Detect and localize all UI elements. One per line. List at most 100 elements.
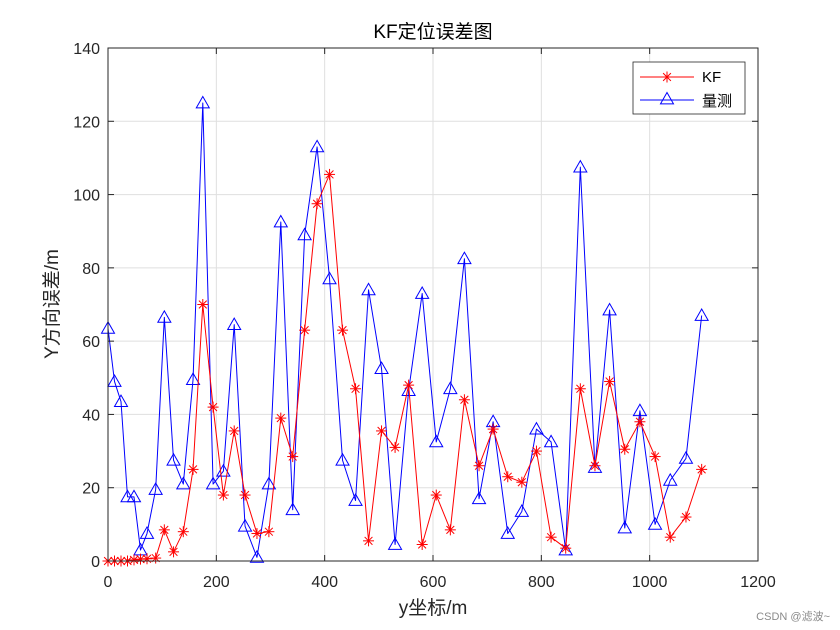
kf-point [263, 526, 275, 538]
measure-point [273, 214, 289, 228]
measure-point [309, 139, 325, 153]
measure-point [694, 307, 710, 321]
chart-title: KF定位误差图 [373, 21, 492, 43]
kf-point [487, 423, 499, 435]
kf-point [680, 511, 692, 523]
measure-point [361, 282, 376, 296]
measure-point [617, 520, 633, 534]
kf-point [403, 379, 415, 391]
measure-point [587, 460, 603, 473]
legend-measure-marker [659, 91, 675, 105]
measure-point [529, 421, 544, 435]
measure-point [195, 95, 211, 109]
kf-point [239, 489, 251, 501]
kf-point [350, 383, 362, 395]
measure-point [442, 381, 458, 395]
measure-point [335, 452, 350, 466]
measure-point [457, 251, 472, 265]
y-axis-label: Y方向误差/m [41, 249, 63, 359]
measure-point [261, 476, 277, 490]
kf-point [363, 535, 375, 547]
measure-point [500, 526, 516, 539]
kf-point [444, 524, 456, 536]
measure-point [166, 452, 181, 466]
x-tick-label: 800 [528, 574, 555, 591]
kf-point [275, 412, 287, 424]
kf-point [217, 489, 229, 501]
legend-box [632, 61, 746, 115]
measure-point [678, 450, 694, 464]
kf-point [324, 168, 336, 180]
kf-point [619, 443, 631, 455]
measure-point [139, 526, 155, 539]
kf-point [150, 552, 162, 564]
measure-point [387, 537, 403, 550]
kf-point [287, 451, 299, 463]
kf-point [516, 476, 528, 488]
measure-point [113, 394, 129, 407]
x-tick-label: 1200 [740, 574, 776, 591]
x-tick-label: 400 [311, 574, 338, 591]
measure-point [428, 434, 444, 448]
kf-point [649, 451, 661, 463]
kf-point [389, 441, 401, 453]
legend-kf-marker [661, 71, 673, 83]
kf-point [337, 324, 349, 336]
kf-point [228, 425, 240, 437]
kf-point [604, 375, 616, 387]
measure-point [647, 516, 663, 530]
kf-point [574, 383, 586, 395]
y-tick-label: 40 [82, 407, 100, 424]
kf-point [311, 198, 323, 210]
kf-point [168, 546, 180, 558]
measure-point [126, 489, 142, 503]
measure-point [348, 493, 363, 506]
watermark: CSDN @滤波~ [756, 611, 830, 623]
kf-point [158, 524, 170, 536]
measure-point [285, 502, 301, 516]
measure-point [175, 476, 191, 490]
x-tick-label: 1000 [632, 574, 668, 591]
measure-point [237, 518, 253, 532]
legend: KF 量测 [632, 61, 746, 115]
kf-point [207, 401, 219, 413]
measure-point [632, 403, 648, 417]
measure-point [471, 491, 487, 505]
series-measure-line [107, 102, 703, 558]
measure-point [226, 317, 242, 331]
measure-point [414, 285, 430, 299]
x-axis-label: y坐标/m [399, 597, 468, 619]
series-layer [100, 95, 710, 567]
legend-kf-asterisk [661, 71, 673, 83]
kf-point [530, 445, 542, 457]
kf-point [458, 394, 470, 406]
series-kf-line [108, 173, 703, 562]
y-tick-label: 120 [73, 114, 100, 131]
y-tick-label: 100 [73, 188, 100, 205]
kf-point [502, 471, 514, 483]
kf-point [430, 489, 442, 501]
measure-point [572, 159, 588, 173]
kf-point [141, 553, 153, 565]
measure-point [297, 227, 312, 241]
y-tick-label: 140 [73, 41, 100, 58]
tick-layer: 0 200 400 600 800 1000 1200 0 20 40 60 80 100 120 140 [73, 41, 776, 591]
measure-point [558, 542, 574, 556]
measure-point [602, 302, 617, 316]
measure-point [514, 504, 530, 517]
kf-point [197, 299, 209, 310]
measure-point [322, 271, 337, 285]
legend-kf-label: KF [702, 69, 721, 86]
kf-point [696, 463, 708, 475]
measure-point [185, 372, 201, 385]
kf-point [664, 531, 676, 543]
measure-point [374, 361, 389, 374]
y-tick-label: 80 [82, 261, 100, 278]
y-tick-label: 60 [82, 334, 100, 351]
kf-point [416, 539, 428, 551]
kf-point [177, 526, 189, 538]
kf-point [634, 416, 646, 428]
kf-point [560, 542, 572, 554]
kf-point [376, 425, 388, 437]
